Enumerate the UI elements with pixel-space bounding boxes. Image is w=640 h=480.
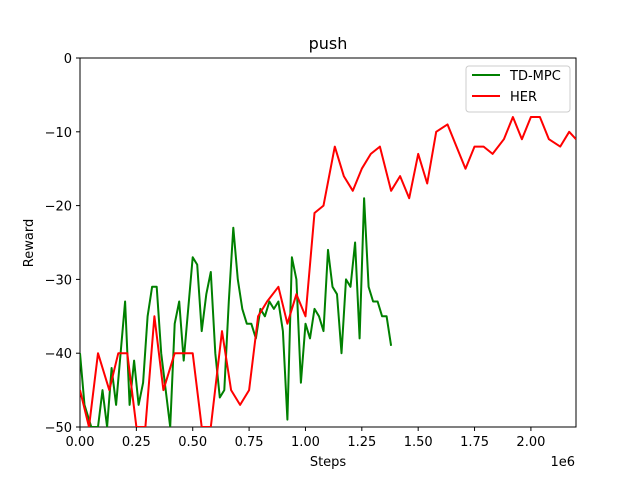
- legend: TD-MPC HER: [465, 65, 571, 113]
- series-lines: [80, 116, 576, 427]
- y-axis-ticks: 0 −10 −20 −30 −40 −50: [45, 52, 80, 436]
- x-tick-label: 0.50: [178, 435, 207, 450]
- series-line-her: [80, 116, 576, 427]
- y-tick-label: −30: [45, 273, 72, 288]
- x-axis-offset-label: 1e6: [550, 455, 575, 470]
- y-tick-label: −10: [45, 126, 72, 141]
- y-tick-label: −40: [45, 347, 72, 362]
- x-tick-label: 1.25: [347, 435, 376, 450]
- x-tick-label: 1.50: [404, 435, 433, 450]
- y-tick-label: 0: [64, 52, 72, 67]
- x-tick-label: 2.00: [516, 435, 545, 450]
- x-axis-label: Steps: [310, 455, 347, 470]
- legend-box: [465, 65, 571, 113]
- legend-items: TD-MPC HER: [472, 69, 561, 105]
- plot-area: 0.00 0.25 0.50 0.75 1.00 1.25 1.50 1.75 2.00 0 −1…: [45, 52, 577, 450]
- chart-title: push: [309, 34, 348, 53]
- series-line-td-mpc: [80, 197, 393, 427]
- plot-frame: [79, 57, 577, 428]
- x-tick-label: 1.00: [291, 435, 320, 450]
- x-tick-label: 1.75: [460, 435, 489, 450]
- legend-label: TD-MPC: [509, 69, 561, 84]
- legend-label: HER: [510, 90, 537, 105]
- x-tick-label: 0.00: [66, 435, 95, 450]
- x-tick-label: 0.25: [122, 435, 151, 450]
- y-tick-label: −50: [45, 421, 72, 436]
- y-axis-label: Reward: [22, 219, 37, 267]
- x-tick-label: 0.75: [235, 435, 264, 450]
- x-axis-ticks: 0.00 0.25 0.50 0.75 1.00 1.25 1.50 1.75 2.00: [66, 427, 545, 450]
- y-tick-label: −20: [45, 200, 72, 215]
